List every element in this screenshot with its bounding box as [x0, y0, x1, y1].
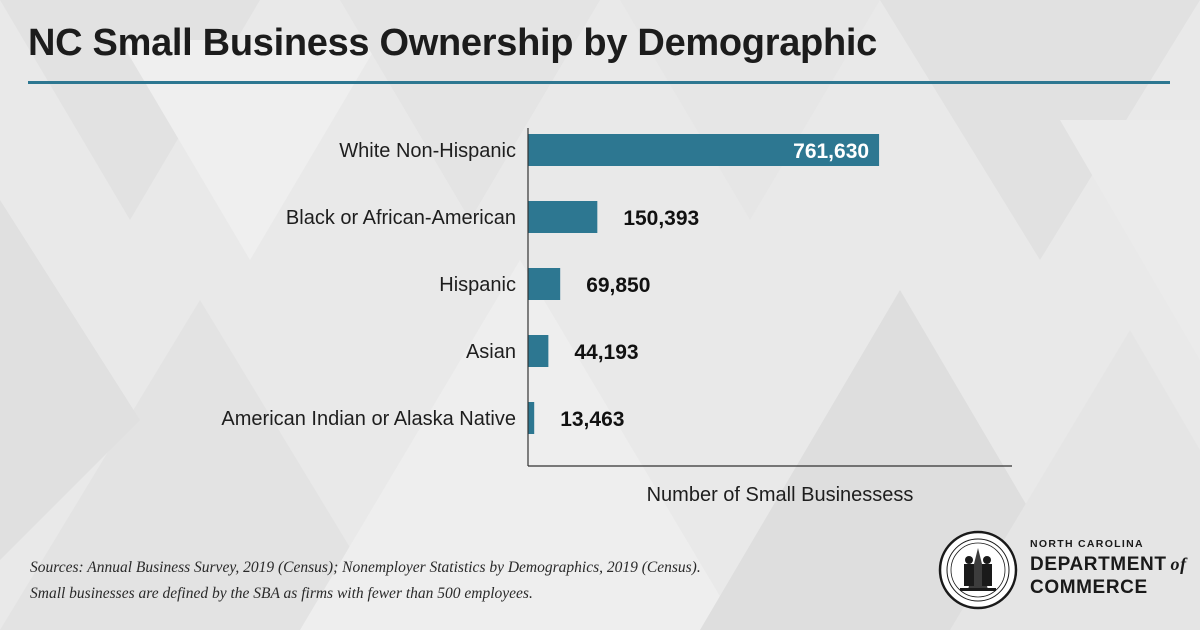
bar-2: [528, 268, 561, 300]
logo-department: DEPARTMENT: [1030, 554, 1167, 575]
logo-wordmark: NORTH CAROLINA DEPARTMENT of COMMERCE: [1030, 538, 1187, 599]
nc-commerce-logo: NORTH CAROLINA DEPARTMENT of COMMERCE: [938, 530, 1186, 614]
category-label-0: White Non-Hispanic: [339, 140, 516, 162]
page-title: NC Small Business Ownership by Demograph…: [28, 22, 877, 64]
logo-line-3: COMMERCE: [1030, 577, 1148, 598]
logo-of: of: [1170, 554, 1187, 574]
value-label-3: 44,193: [574, 341, 638, 364]
bar-1: [528, 201, 598, 233]
category-label-4: American Indian or Alaska Native: [221, 408, 516, 430]
bar-0: [528, 134, 880, 166]
logo-line-1: NORTH CAROLINA: [1030, 538, 1144, 550]
category-label-1: Black or African-American: [286, 207, 516, 229]
value-label-1: 150,393: [623, 207, 699, 230]
title-divider: [28, 81, 1170, 84]
value-label-0: 761,630: [793, 140, 869, 163]
logo-line-2: DEPARTMENT of: [1030, 554, 1187, 576]
bar-3: [528, 335, 549, 367]
category-label-2: Hispanic: [439, 274, 516, 296]
bars-group: White Non-Hispanic 761,630 Black or Africa…: [221, 134, 880, 434]
category-label-3: Asian: [466, 341, 516, 363]
sources-line-1: Sources: Annual Business Survey, 2019 (C…: [30, 559, 701, 576]
value-label-2: 69,850: [586, 274, 650, 297]
x-axis-label: Number of Small Businessess: [647, 484, 914, 506]
bar-4: [528, 402, 535, 434]
value-label-4: 13,463: [560, 408, 624, 431]
sources-note: Sources: Annual Business Survey, 2019 (C…: [30, 555, 701, 607]
sources-line-2: Small businesses are defined by the SBA …: [30, 585, 533, 602]
state-seal-icon: [938, 530, 1018, 610]
